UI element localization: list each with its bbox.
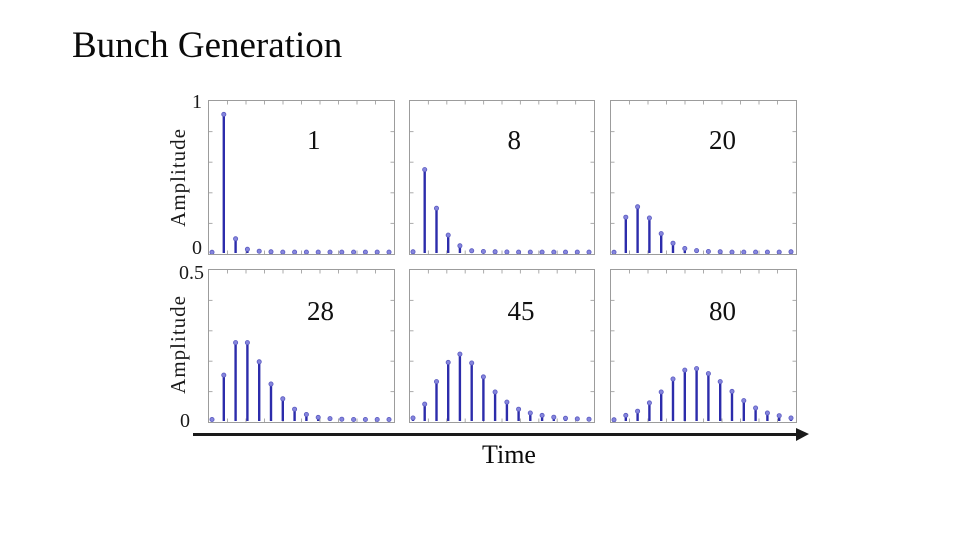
time-axis-line bbox=[193, 433, 799, 436]
time-axis-arrowhead-icon bbox=[796, 428, 809, 441]
ytick-row2-min: 0 bbox=[180, 410, 190, 432]
y-axis-label-row1: Amplitude bbox=[166, 100, 190, 255]
stem-panel-28: 28 bbox=[208, 269, 395, 423]
stem-chart-20 bbox=[611, 101, 796, 254]
ytick-row1-min: 0 bbox=[192, 237, 202, 259]
ytick-row1-max: 1 bbox=[192, 91, 202, 113]
panel-label-45: 45 bbox=[507, 296, 535, 326]
amplitude-label-bottom: Amplitude bbox=[165, 294, 190, 394]
stem-panel-80: 80 bbox=[610, 269, 797, 423]
stem-chart-1 bbox=[209, 101, 394, 254]
slide-title: Bunch Generation bbox=[72, 25, 343, 66]
panel-label-28: 28 bbox=[307, 296, 335, 326]
x-axis-label: Time bbox=[482, 440, 536, 469]
stem-chart-80 bbox=[611, 270, 796, 422]
stem-panel-20: 20 bbox=[610, 100, 797, 255]
panel-label-8: 8 bbox=[507, 125, 522, 155]
amplitude-label-top: Amplitude bbox=[165, 128, 190, 227]
panel-label-80: 80 bbox=[709, 296, 737, 326]
panel-label-1: 1 bbox=[307, 125, 321, 155]
stem-panel-45: 45 bbox=[409, 269, 595, 423]
stem-panel-8: 8 bbox=[409, 100, 595, 255]
stem-panel-1: 1 bbox=[208, 100, 395, 255]
panel-label-20: 20 bbox=[709, 125, 737, 155]
stem-chart-8 bbox=[410, 101, 594, 254]
y-axis-label-row2: Amplitude bbox=[166, 269, 190, 419]
stem-chart-28 bbox=[209, 270, 394, 422]
ytick-row2-max: 0.5 bbox=[179, 262, 204, 284]
stem-chart-45 bbox=[410, 270, 594, 422]
